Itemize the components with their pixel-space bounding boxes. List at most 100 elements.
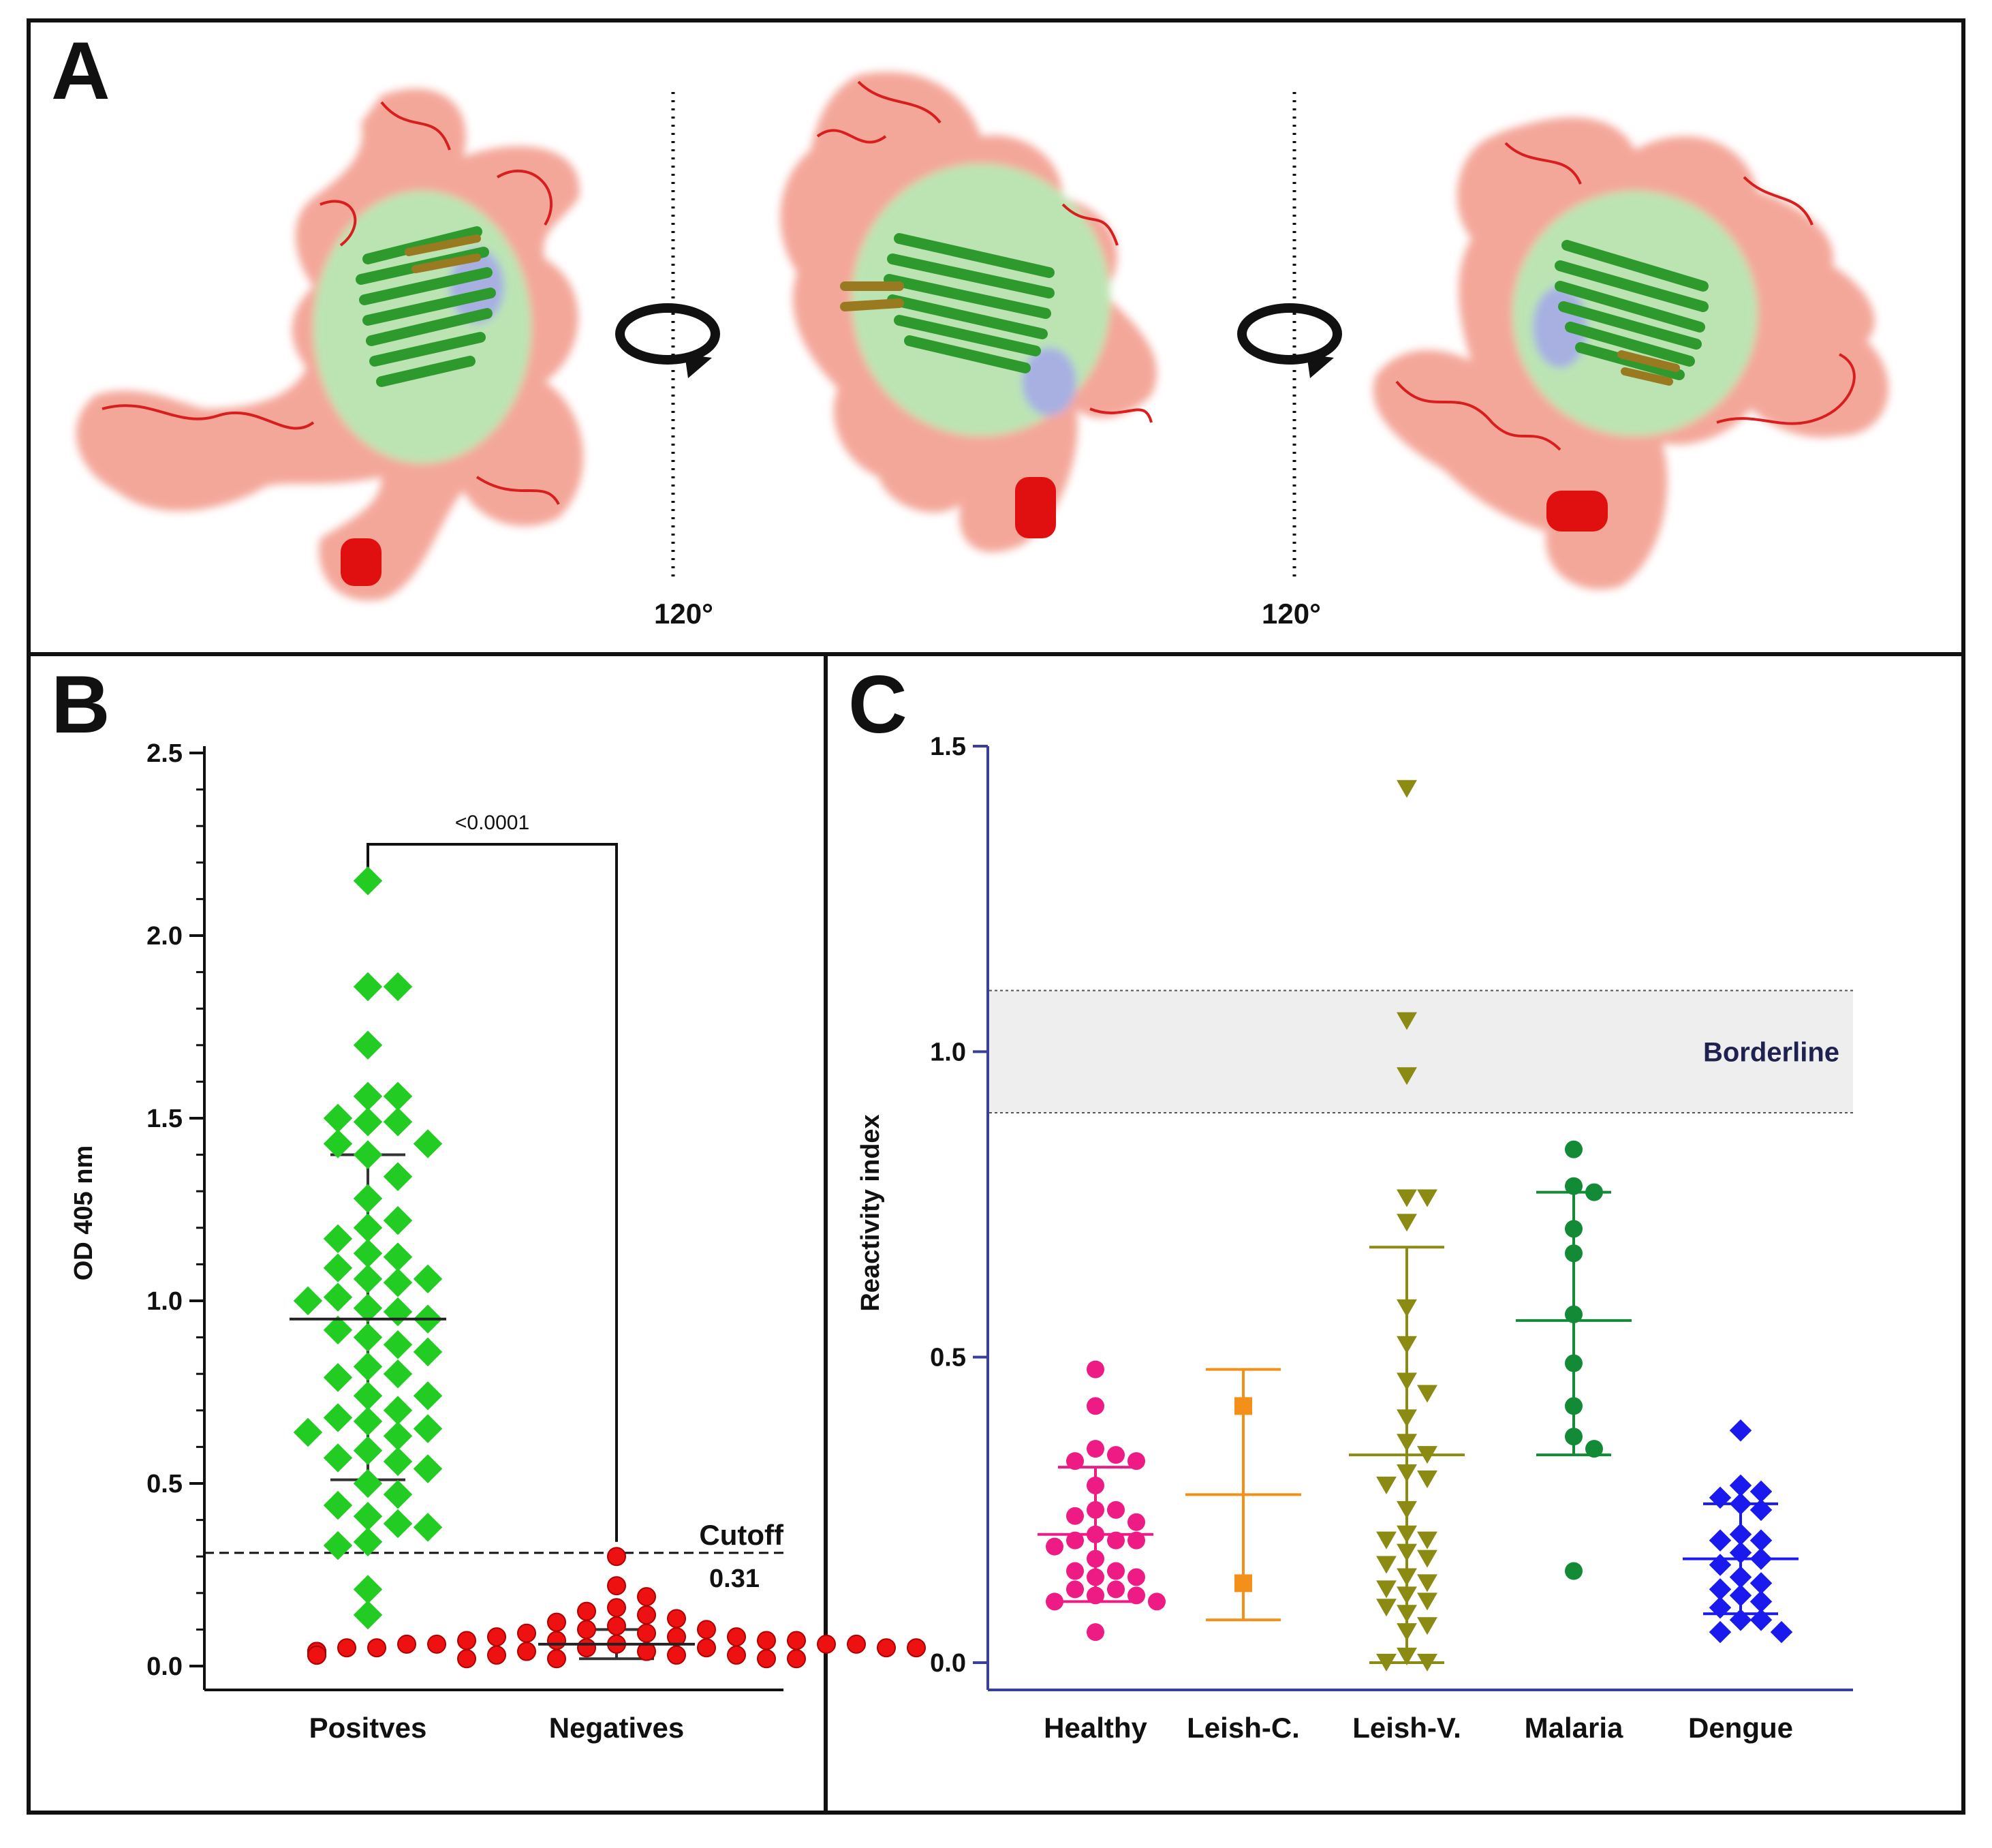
b-point-negatives — [697, 1620, 716, 1639]
c-point-leishv — [1397, 1500, 1417, 1519]
b-point-positves — [383, 1509, 413, 1539]
c-point-healthy — [1107, 1580, 1125, 1599]
rotation-arrow-icon — [615, 303, 720, 378]
c-y-axis-label: Reactivity index — [856, 1114, 885, 1311]
b-point-negatives — [367, 1638, 386, 1658]
b-point-negatives — [667, 1645, 686, 1665]
b-point-negatives — [547, 1649, 566, 1669]
c-point-dengue — [1729, 1474, 1752, 1497]
b-y-tick-label: 2.0 — [146, 922, 183, 951]
b-point-positves — [323, 1443, 353, 1473]
c-point-dengue — [1729, 1541, 1752, 1564]
b-point-negatives — [817, 1634, 836, 1654]
c-point-leishv — [1397, 1409, 1417, 1428]
b-cutoff-value: 0.31 — [709, 1565, 760, 1593]
b-point-negatives — [697, 1638, 716, 1658]
b-point-positves — [323, 1490, 353, 1520]
c-point-dengue — [1729, 1523, 1752, 1545]
b-category-label: Positves — [309, 1712, 427, 1744]
b-point-positves — [293, 1286, 323, 1316]
c-point-healthy — [1107, 1562, 1125, 1580]
c-point-healthy — [1127, 1586, 1145, 1605]
panel-c-frame — [824, 652, 1965, 1815]
b-point-positves — [383, 1421, 413, 1451]
b-point-positves — [353, 1436, 383, 1466]
c-point-healthy — [1087, 1360, 1104, 1379]
b-significance-label: <0.0001 — [455, 812, 529, 834]
c-point-leishv — [1417, 1654, 1437, 1672]
c-point-leishv — [1397, 1605, 1417, 1623]
b-point-positves — [383, 1479, 413, 1509]
c-point-leishc — [1234, 1574, 1252, 1592]
c-point-leishv — [1417, 1574, 1437, 1592]
c-point-malaria — [1565, 1177, 1583, 1195]
c-point-leishv — [1397, 1012, 1417, 1030]
c-point-leishv — [1417, 1470, 1437, 1488]
b-point-negatives — [457, 1649, 476, 1669]
b-point-negatives — [907, 1638, 926, 1658]
c-point-healthy — [1066, 1580, 1084, 1599]
b-point-positves — [323, 1103, 353, 1133]
b-point-negatives — [607, 1598, 626, 1618]
c-point-healthy — [1087, 1500, 1104, 1519]
panel-a-letter: A — [51, 25, 110, 117]
b-point-positves — [383, 1081, 413, 1111]
chart-b: 0.00.51.01.52.02.5 OD 405 nm Cutoff0.31 … — [69, 739, 926, 1744]
c-point-malaria — [1565, 1428, 1583, 1446]
b-point-negatives — [757, 1631, 776, 1650]
c-point-healthy — [1066, 1452, 1084, 1470]
b-y-tick-label: 2.5 — [146, 739, 183, 768]
c-point-healthy — [1087, 1397, 1104, 1415]
b-point-positves — [353, 972, 383, 1002]
c-category-label: Leish-C. — [1187, 1712, 1300, 1744]
b-point-positves — [353, 1352, 383, 1381]
c-point-leishv — [1376, 1654, 1397, 1672]
c-point-malaria — [1565, 1140, 1583, 1158]
c-point-dengue — [1749, 1498, 1773, 1522]
b-point-positves — [353, 1381, 383, 1411]
b-point-positves — [353, 1030, 383, 1060]
c-point-leishv — [1417, 1550, 1437, 1568]
b-point-positves — [383, 1396, 413, 1426]
b-category-label: Negatives — [549, 1712, 684, 1744]
b-y-tick-label: 0.0 — [146, 1652, 183, 1681]
b-point-negatives — [727, 1627, 746, 1647]
b-point-positves — [353, 1501, 383, 1531]
b-point-negatives — [427, 1634, 446, 1654]
c-point-dengue — [1749, 1590, 1773, 1613]
c-category-label: Dengue — [1688, 1712, 1793, 1744]
c-point-malaria — [1565, 1244, 1583, 1263]
c-point-healthy — [1127, 1452, 1145, 1470]
b-point-positves — [353, 1527, 383, 1557]
c-point-leishv — [1397, 1464, 1417, 1483]
c-point-healthy — [1087, 1550, 1104, 1568]
c-point-leishv — [1376, 1476, 1397, 1494]
c-y-tick-label: 1.5 — [930, 733, 966, 761]
c-point-malaria — [1565, 1220, 1583, 1238]
b-point-positves — [383, 1359, 413, 1389]
b-point-positves — [413, 1129, 443, 1158]
c-point-malaria — [1585, 1183, 1603, 1201]
c-point-leishv — [1397, 1525, 1417, 1543]
c-borderline-label: Borderline — [1703, 1037, 1839, 1067]
c-point-healthy — [1066, 1507, 1084, 1525]
protein-structure-view-2 — [780, 72, 1157, 553]
c-point-healthy — [1087, 1525, 1104, 1543]
b-point-positves — [383, 1242, 413, 1272]
b-point-positves — [383, 1330, 413, 1359]
b-point-negatives — [487, 1627, 506, 1647]
b-point-positves — [353, 1107, 383, 1137]
b-point-negatives — [637, 1587, 656, 1607]
b-point-negatives — [397, 1634, 416, 1654]
c-point-malaria — [1565, 1305, 1583, 1323]
c-point-leishv — [1417, 1592, 1437, 1611]
c-point-dengue — [1749, 1529, 1773, 1552]
c-point-dengue — [1709, 1620, 1732, 1644]
c-point-dengue — [1729, 1492, 1752, 1515]
c-category-label: Malaria — [1525, 1712, 1623, 1744]
b-point-positves — [293, 1417, 323, 1447]
c-point-leishv — [1397, 1543, 1417, 1562]
b-point-positves — [353, 1468, 383, 1498]
b-point-positves — [413, 1381, 443, 1411]
